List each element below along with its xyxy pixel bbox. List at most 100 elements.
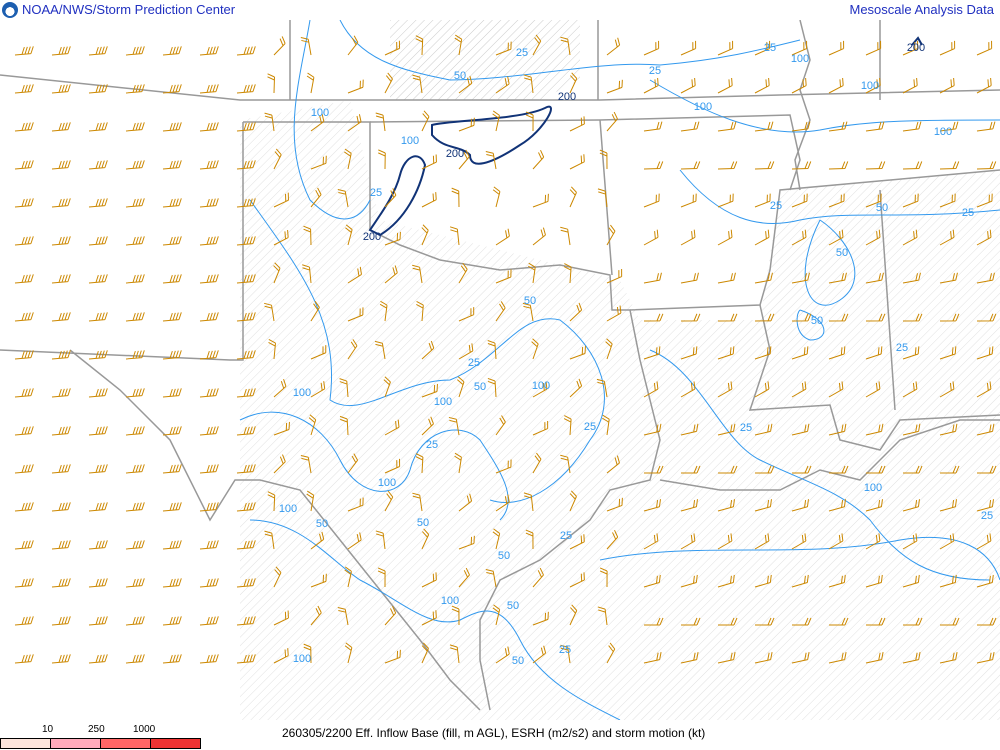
wind-barb (88, 540, 108, 550)
wind-barb (449, 644, 460, 664)
wind-barb (525, 111, 534, 132)
wind-barb (606, 37, 621, 56)
wind-barb (421, 340, 435, 360)
wind-barb (791, 77, 807, 94)
wind-barb (754, 346, 772, 360)
wind-barb (599, 567, 608, 588)
wind-barb (495, 269, 512, 284)
wind-barb (939, 381, 955, 398)
wind-barb (865, 574, 883, 588)
contour-label: 25 (896, 342, 908, 354)
wind-barb (902, 40, 919, 56)
wind-barb (754, 229, 770, 246)
header-right-title: Mesoscale Analysis Data (849, 2, 994, 17)
contour-label: 25 (584, 421, 596, 433)
wind-barb (532, 381, 548, 398)
wind-barb (273, 421, 290, 436)
wind-barb (125, 388, 145, 398)
contour-label: 50 (836, 247, 848, 259)
wind-barb (902, 193, 919, 208)
wind-barb (754, 272, 773, 284)
wind-barb (375, 112, 386, 132)
contour-label: 25 (560, 530, 572, 542)
wind-barb (602, 414, 610, 436)
wind-barb (14, 654, 34, 664)
wind-barb (421, 572, 437, 588)
wind-barb (495, 459, 512, 474)
wind-barb (865, 381, 881, 398)
wind-barb (51, 46, 71, 56)
wind-barb (199, 198, 219, 208)
wind-barb (939, 161, 960, 170)
legend-swatch (150, 738, 201, 749)
header-left-title: NOAA/NWS/Storm Prediction Center (22, 2, 236, 17)
wind-barb (51, 312, 71, 322)
wind-barb (51, 616, 71, 626)
wind-barb (865, 533, 881, 550)
wind-barb (717, 229, 733, 246)
wind-barb (828, 346, 846, 360)
wind-barb (680, 465, 701, 474)
wind-barb (606, 305, 622, 322)
wind-barb (344, 148, 352, 170)
wind-barb (421, 642, 429, 664)
wind-barb (717, 574, 735, 588)
wind-barb (236, 426, 256, 436)
wind-barb (199, 312, 219, 322)
wind-barb (532, 452, 542, 474)
wind-barb (865, 161, 886, 170)
wind-barb (162, 578, 182, 588)
wind-barb (643, 499, 661, 512)
wind-barb (865, 272, 884, 284)
wind-barb (88, 502, 108, 512)
wind-barb (976, 193, 993, 208)
contour-label: 25 (740, 422, 752, 434)
wind-barb (976, 423, 995, 436)
wind-barb (485, 151, 497, 170)
wind-barb (643, 193, 660, 208)
wind-barb (125, 502, 145, 512)
wind-barb (14, 160, 34, 170)
wind-barb (379, 300, 388, 322)
wind-barb (273, 378, 287, 398)
wind-barb (344, 566, 352, 588)
wind-barb (236, 502, 256, 512)
wind-barb (791, 533, 807, 550)
contour-label: 50 (876, 202, 888, 214)
contour-label: 50 (316, 518, 328, 530)
contour-label: 50 (524, 295, 536, 307)
wind-barb (384, 188, 397, 208)
wind-barb (236, 350, 256, 360)
wind-barb (162, 84, 182, 94)
wind-barb (51, 388, 71, 398)
legend-swatch (50, 738, 101, 749)
wind-barb (162, 160, 182, 170)
contour-label: 25 (516, 47, 528, 59)
wind-barb (458, 307, 475, 322)
wind-barb (273, 229, 289, 246)
wind-barb (902, 77, 918, 94)
wind-barb (125, 84, 145, 94)
wind-barb (605, 338, 613, 360)
wind-barb (828, 313, 849, 322)
wind-barb (791, 423, 810, 436)
wind-barb (268, 338, 277, 360)
contour-label: 100 (279, 503, 297, 515)
wind-barb (865, 193, 882, 208)
wind-barb (384, 458, 401, 474)
wind-barb (754, 161, 775, 170)
wind-barb (754, 574, 772, 588)
contour-label: 25 (649, 65, 661, 77)
wind-barb (717, 617, 738, 626)
wind-barb (976, 313, 997, 322)
wind-barb (125, 122, 145, 132)
wind-barb (865, 423, 884, 436)
wind-barb (569, 72, 578, 94)
state-boundaries (0, 20, 1000, 711)
wind-barb (51, 122, 71, 132)
wind-barb (754, 193, 771, 208)
wind-barb (236, 84, 256, 94)
wind-barb (337, 607, 349, 626)
wind-barb (902, 121, 922, 132)
wind-barb (495, 76, 510, 94)
